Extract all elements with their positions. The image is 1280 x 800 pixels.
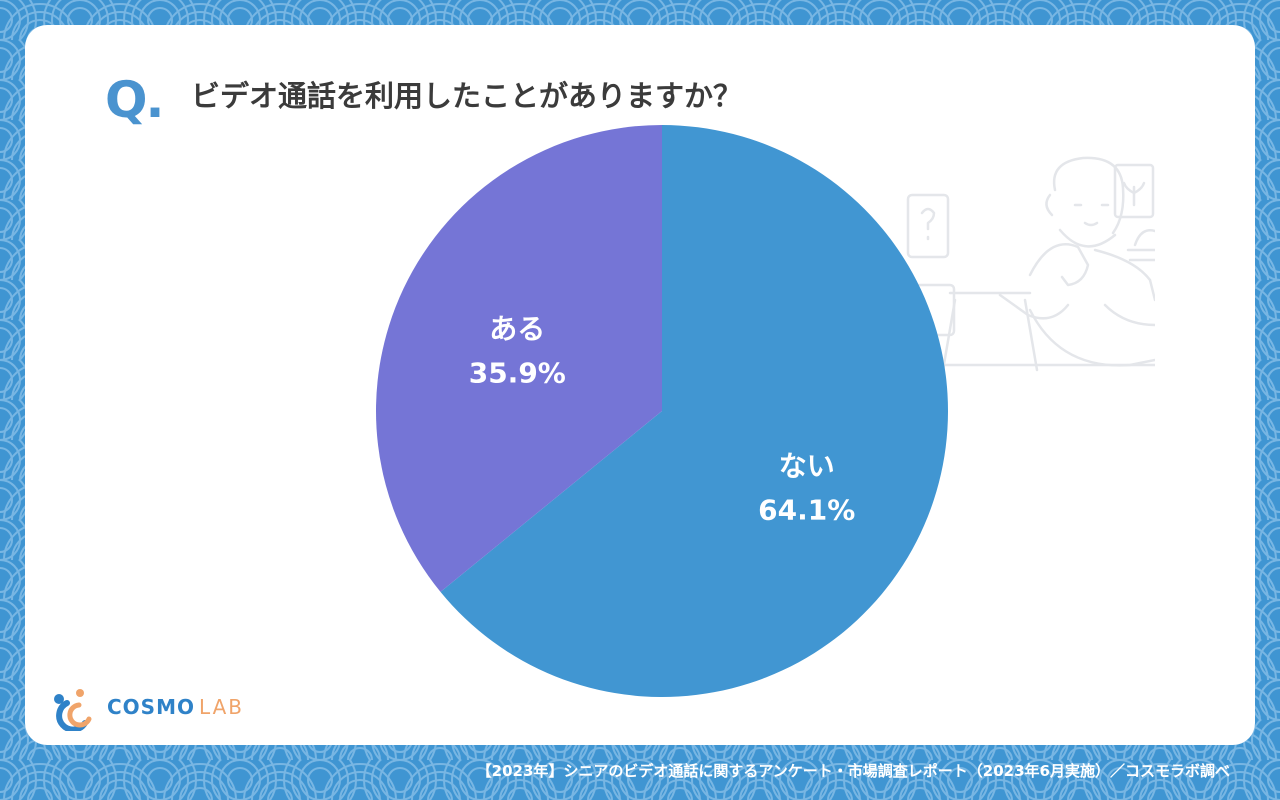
question-mark-label: Q.	[105, 71, 164, 129]
logo-brand-text: COSMO	[107, 695, 195, 719]
pie-slice-label-0: ない	[779, 450, 835, 483]
content-card: Q. ビデオ通話を利用したことがありますか？ ない 64.1% ある 35.9%	[25, 25, 1255, 745]
source-footnote: 【2023年】シニアのビデオ通話に関するアンケート・市場調査レポート（2023年…	[476, 762, 1230, 780]
senior-thinking-illustration	[880, 156, 1155, 372]
pie-slice-1	[376, 125, 662, 592]
pie-slice-label-1: ある	[489, 312, 545, 345]
logo-suffix-text: LAB	[199, 695, 245, 719]
pie-slice-value-0: 64.1%	[758, 494, 855, 527]
cosmo-lab-logo: COSMO LAB	[47, 685, 247, 733]
cosmo-lab-logo-icon	[54, 689, 92, 733]
question-title: ビデオ通話を利用したことがありますか？	[191, 79, 743, 113]
pie-slice-value-1: 35.9%	[469, 356, 566, 389]
pie-slice-0	[440, 125, 948, 698]
pie-chart: ない 64.1% ある 35.9%	[376, 125, 948, 698]
